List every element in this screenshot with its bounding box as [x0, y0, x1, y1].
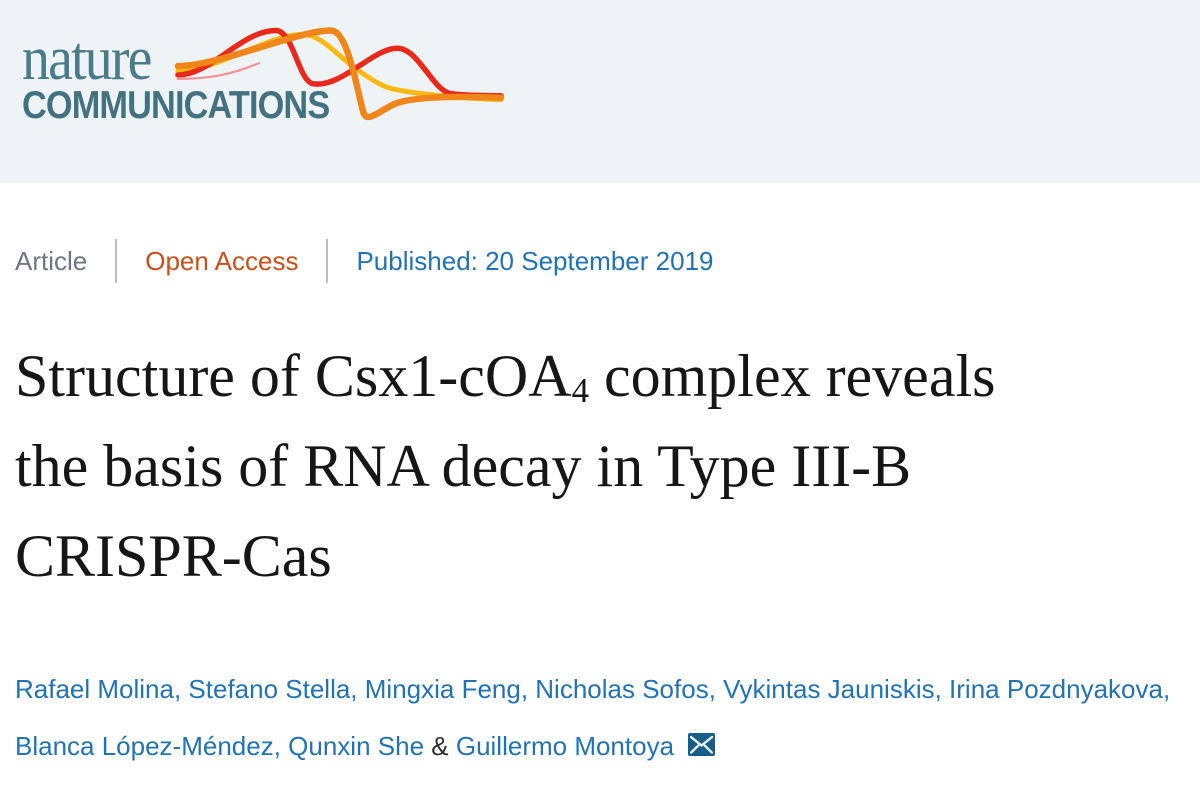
article-title: Structure of Csx1-cOA4 complex reveals t… — [15, 331, 1185, 601]
email-envelope-icon[interactable] — [688, 732, 716, 756]
title-line2-text: the basis of RNA decay in Type III-B — [15, 433, 912, 499]
title-line1-text: Structure of Csx1-cOA — [15, 343, 572, 409]
published-date-label: Published: 20 September 2019 — [356, 245, 714, 276]
meta-divider — [115, 239, 118, 283]
author-names-line1[interactable]: Rafael Molina, Stefano Stella, Mingxia F… — [15, 674, 1171, 704]
journal-logo-nature-text: nature — [22, 25, 152, 93]
journal-logo-communications-text: COMMUNICATIONS — [22, 84, 330, 127]
journal-logo-waves-icon — [174, 27, 505, 121]
title-line3-text: CRISPR-Cas — [15, 523, 332, 589]
article-header-content: Article Open Access Published: 20 Septem… — [0, 239, 1200, 775]
corresponding-author-name[interactable]: Guillermo Montoya — [455, 731, 675, 761]
title-line1-cont-text: complex reveals — [588, 343, 996, 409]
open-access-label[interactable]: Open Access — [145, 245, 299, 276]
article-page: nature COMMUNICATIONS Article Open Acces… — [0, 0, 1200, 775]
article-type-label[interactable]: Article — [15, 245, 88, 276]
meta-divider — [326, 239, 329, 283]
ampersand-text: & — [431, 731, 449, 761]
journal-logo[interactable]: nature COMMUNICATIONS — [22, 28, 371, 125]
article-meta-row: Article Open Access Published: 20 Septem… — [15, 239, 1185, 283]
author-list: Rafael Molina, Stefano Stella, Mingxia F… — [15, 661, 1185, 775]
author-names-line2[interactable]: Blanca López-Méndez, Qunxin She — [15, 731, 425, 761]
journal-header: nature COMMUNICATIONS — [0, 0, 1200, 183]
title-subscript: 4 — [571, 371, 589, 411]
